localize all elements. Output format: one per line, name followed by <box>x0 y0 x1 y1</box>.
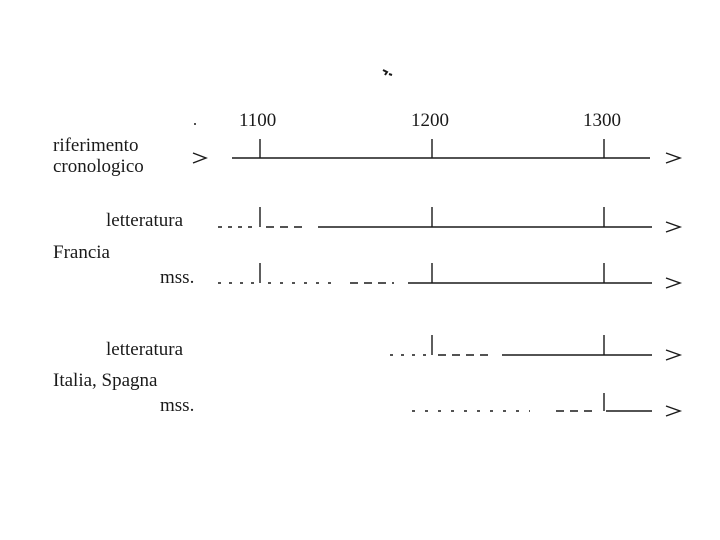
year-label-1100: 1100 <box>239 110 277 131</box>
arrow-icon <box>665 405 683 417</box>
arrow-icon <box>665 349 683 361</box>
arrow-icon <box>665 277 683 289</box>
arrow-icon <box>665 221 683 233</box>
stray-dot <box>194 123 196 125</box>
label-francia-mss: mss. <box>160 267 195 288</box>
left-arrow-icon <box>192 152 208 164</box>
arrow-icon <box>665 152 683 164</box>
timeline-francia-mss <box>218 263 683 289</box>
label-italia-spagna: Italia, Spagna <box>53 370 158 391</box>
label-italia-letteratura: letteratura <box>106 339 184 360</box>
timeline-italia-letteratura <box>390 335 683 361</box>
label-cronologico: cronologico <box>53 156 144 177</box>
year-label-1300: 1300 <box>583 110 621 131</box>
label-francia: Francia <box>53 242 110 263</box>
timeline-italia-mss <box>412 393 683 417</box>
timeline-reference <box>232 139 683 164</box>
year-label-1200: 1200 <box>411 110 449 131</box>
label-riferimento: riferimento <box>53 135 139 156</box>
stray-mark <box>382 69 393 76</box>
label-francia-letteratura: letteratura <box>106 210 184 231</box>
timeline-francia-letteratura <box>218 207 683 233</box>
label-italia-mss: mss. <box>160 395 195 416</box>
